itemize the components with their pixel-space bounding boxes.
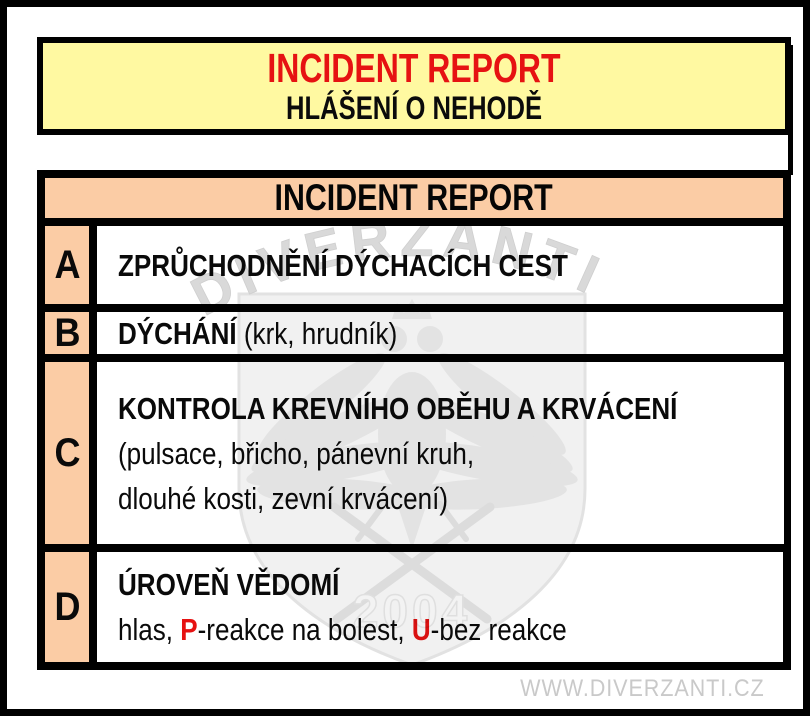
red-letter: P: [180, 612, 198, 647]
row-content-cell: ÚROVEŇ VĚDOMÍ hlas, P-reakce na bolest, U…: [97, 552, 783, 662]
row-letter: A: [53, 242, 80, 287]
table-row-a: A ZPRŮCHODNĚNÍ DÝCHACÍCH CEST: [45, 218, 783, 304]
row-letter-cell: D: [45, 552, 97, 662]
table-row-b: B DÝCHÁNÍ (krk, hrudník): [45, 304, 783, 355]
title-banner: INCIDENT REPORT HLÁŠENÍ O NEHODĚ: [37, 37, 791, 135]
text-segment: hlas,: [118, 612, 181, 647]
text-segment: KONTROLA KREVNÍHO OBĚHU A KRVÁCENÍ: [118, 390, 678, 426]
row-letter: C: [53, 430, 80, 475]
row-content-cell: KONTROLA KREVNÍHO OBĚHU A KRVÁCENÍ (pulsa…: [97, 362, 784, 544]
text-line: hlas, P-reakce na bolest, U-bez reakce: [118, 607, 677, 652]
right-edge-line: [788, 45, 793, 175]
row-letter: D: [53, 584, 80, 629]
footer-website-text: WWW.DIVERZANTI.CZ: [520, 675, 765, 702]
row-content-cell: ZPRŮCHODNĚNÍ DÝCHACÍCH CEST: [97, 226, 783, 304]
text-line: ZPRŮCHODNĚNÍ DÝCHACÍCH CEST: [118, 243, 677, 288]
table-row-c: C KONTROLA KREVNÍHO OBĚHU A KRVÁCENÍ (pul…: [45, 354, 784, 544]
text-segment: (krk, hrudník): [236, 315, 398, 351]
row-letter-cell: A: [45, 226, 97, 304]
text-segment: (pulsace, břicho, pánevní kruh,: [118, 435, 475, 471]
row-letter-cell: B: [45, 310, 97, 355]
text-line: (pulsace, břicho, pánevní kruh,: [118, 431, 677, 476]
incident-table: INCIDENT REPORT A ZPRŮCHODNĚNÍ DÝCHACÍCH…: [37, 170, 791, 670]
text-segment: ZPRŮCHODNĚNÍ DÝCHACÍCH CEST: [118, 247, 568, 283]
row-content-cell: DÝCHÁNÍ (krk, hrudník): [97, 312, 783, 354]
text-segment: ÚROVEŇ VĚDOMÍ: [118, 567, 340, 602]
row-letter-cell: C: [45, 362, 97, 544]
text-line: ÚROVEŇ VĚDOMÍ: [118, 562, 677, 607]
text-segment: dlouhé kosti, zevní krvácení): [118, 480, 449, 516]
text-segment: -bez reakce: [430, 612, 567, 647]
red-letter: U: [411, 612, 431, 647]
banner-title: INCIDENT REPORT: [267, 45, 561, 91]
table-row-d: D ÚROVEŇ VĚDOMÍ hlas, P-reakce na bolest,…: [45, 544, 783, 662]
row-letter: B: [53, 310, 80, 355]
text-line: KONTROLA KREVNÍHO OBĚHU A KRVÁCENÍ: [118, 386, 677, 431]
text-line: dlouhé kosti, zevní krvácení): [118, 476, 677, 521]
text-line: DÝCHÁNÍ (krk, hrudník): [118, 311, 677, 356]
table-header-title: INCIDENT REPORT: [274, 177, 554, 218]
banner-subtitle: HLÁŠENÍ O NEHODĚ: [285, 90, 543, 126]
table-header: INCIDENT REPORT: [45, 178, 783, 218]
text-segment: -reakce na bolest,: [197, 612, 412, 647]
text-segment: DÝCHÁNÍ: [118, 315, 237, 351]
